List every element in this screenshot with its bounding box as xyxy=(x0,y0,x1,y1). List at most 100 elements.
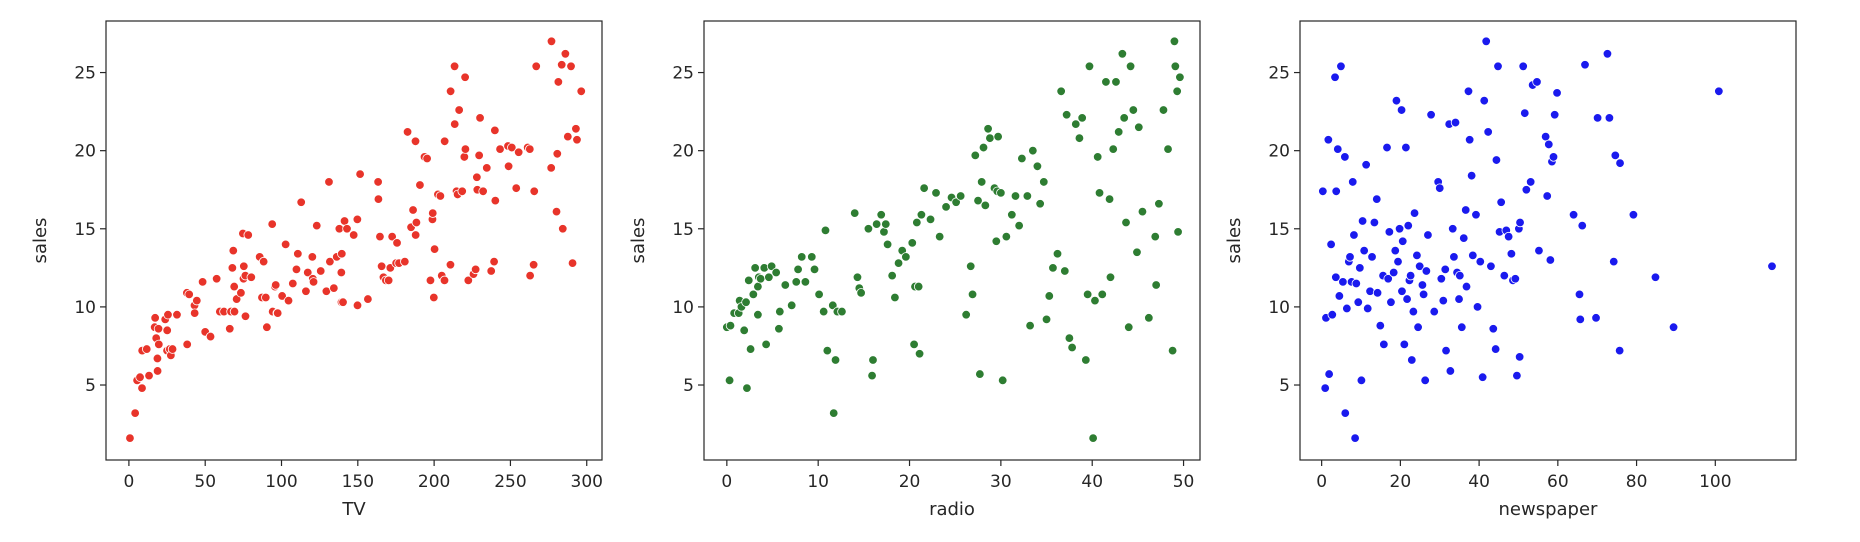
data-point xyxy=(1137,206,1148,217)
y-tick-label: 10 xyxy=(74,298,96,318)
data-point xyxy=(1028,145,1038,156)
data-point xyxy=(410,230,421,240)
data-point xyxy=(1506,249,1517,259)
data-point xyxy=(1342,303,1352,314)
data-point xyxy=(1331,272,1341,282)
data-point xyxy=(753,281,763,292)
data-point xyxy=(955,191,966,201)
data-point xyxy=(978,142,989,153)
data-point xyxy=(1552,88,1562,98)
x-tick-label: 40 xyxy=(1081,472,1103,492)
data-point xyxy=(1324,369,1334,379)
data-point xyxy=(490,195,501,206)
y-tick-label: 20 xyxy=(1268,142,1290,162)
data-point xyxy=(142,344,152,354)
data-point xyxy=(1001,231,1012,242)
data-point xyxy=(258,256,269,267)
data-point xyxy=(1111,77,1121,87)
data-point xyxy=(1041,314,1052,325)
data-point xyxy=(1349,230,1359,240)
data-point xyxy=(829,408,839,418)
data-point xyxy=(1407,355,1417,365)
data-point xyxy=(741,297,751,307)
data-point xyxy=(387,231,397,242)
data-point xyxy=(1331,186,1341,196)
data-point xyxy=(1382,142,1392,153)
data-point xyxy=(797,252,807,262)
data-point xyxy=(531,61,541,72)
x-tick-label: 0 xyxy=(721,472,732,492)
data-point xyxy=(1044,291,1054,301)
data-point xyxy=(1512,370,1522,381)
data-point xyxy=(1391,95,1402,106)
data-point xyxy=(236,288,246,298)
x-tick-label: 0 xyxy=(123,472,134,492)
data-point xyxy=(1154,199,1164,209)
data-point xyxy=(1545,255,1556,265)
data-point xyxy=(560,49,571,59)
data-point xyxy=(1345,252,1355,262)
data-point xyxy=(449,61,460,72)
data-point xyxy=(1714,86,1724,97)
data-point xyxy=(463,275,474,286)
data-point xyxy=(1114,127,1124,137)
y-tick-label: 25 xyxy=(672,64,694,84)
data-point xyxy=(486,266,496,276)
data-point xyxy=(1414,261,1425,271)
data-point xyxy=(1408,306,1419,317)
data-point xyxy=(1602,49,1613,59)
data-point xyxy=(325,256,335,267)
y-tick-label: 25 xyxy=(1268,64,1290,84)
data-point xyxy=(525,144,535,154)
data-point xyxy=(1398,236,1408,246)
data-point xyxy=(1105,272,1116,282)
y-tick-label: 25 xyxy=(74,64,96,84)
data-point xyxy=(1351,278,1361,289)
data-point xyxy=(576,86,586,97)
data-point xyxy=(383,275,394,286)
data-point xyxy=(856,288,866,298)
data-point xyxy=(997,375,1008,386)
data-point xyxy=(528,260,539,270)
data-point xyxy=(1486,261,1496,271)
data-point xyxy=(472,172,482,182)
data-point xyxy=(909,339,919,350)
data-point xyxy=(1668,322,1679,332)
data-point xyxy=(1421,266,1432,276)
scatter-panel-tv: 0 50 100 150 200 250 300 5 10 15 20 25 TV sales xyxy=(30,20,603,520)
data-point xyxy=(572,135,582,145)
data-point xyxy=(342,224,352,234)
data-point xyxy=(1372,194,1382,204)
data-point xyxy=(1459,233,1469,243)
data-point xyxy=(1061,110,1072,120)
data-point xyxy=(182,339,192,350)
data-point xyxy=(1094,188,1105,198)
y-tick-label: 15 xyxy=(1268,220,1290,240)
data-point xyxy=(339,216,350,226)
data-point xyxy=(1457,322,1467,332)
data-point xyxy=(818,306,829,317)
data-point xyxy=(1390,245,1400,256)
data-point xyxy=(503,161,514,171)
data-point xyxy=(363,294,373,304)
data-point xyxy=(1340,408,1350,418)
data-point xyxy=(280,239,291,250)
axes-frame xyxy=(1299,20,1797,461)
points-radio xyxy=(722,36,1185,443)
data-point xyxy=(1088,433,1098,443)
data-point xyxy=(303,267,313,278)
data-point xyxy=(1350,433,1360,443)
data-point xyxy=(459,152,470,162)
data-point xyxy=(152,353,163,364)
data-point xyxy=(852,272,863,282)
data-point xyxy=(154,339,164,350)
data-point xyxy=(1067,342,1077,353)
data-point xyxy=(1092,152,1103,162)
data-point xyxy=(567,258,578,268)
data-point xyxy=(373,194,384,204)
data-point xyxy=(1071,119,1081,129)
data-point xyxy=(913,281,924,292)
x-tick-label: 10 xyxy=(807,472,829,492)
data-point xyxy=(172,310,182,320)
y-tick-label: 15 xyxy=(672,220,694,240)
